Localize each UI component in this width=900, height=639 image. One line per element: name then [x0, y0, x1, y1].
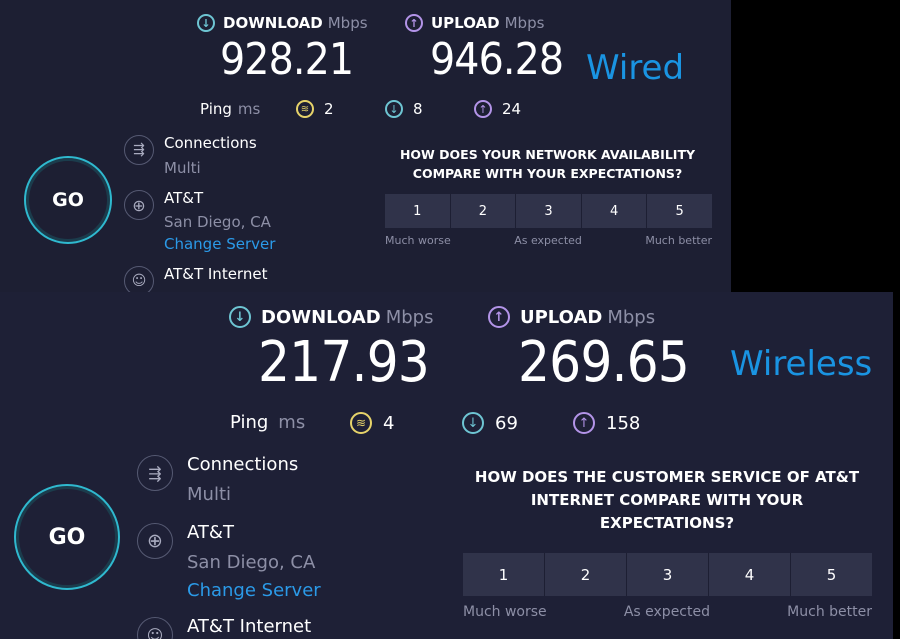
ping-download-icon: ↓ [462, 412, 484, 434]
scale-low-label: Much worse [463, 604, 547, 620]
ping-download-value: 69 [495, 412, 518, 434]
ping-jitter-value: 2 [324, 100, 334, 118]
rating-option-3[interactable]: 3 [516, 194, 582, 228]
wireless-result-panel: ↓ DOWNLOAD Mbps 217.93 ↑ UPLOAD Mbps 269… [0, 292, 893, 639]
upload-unit: Mbps [607, 306, 656, 328]
connection-type-tag: Wireless [730, 344, 873, 384]
connection-type-tag: Wired [586, 48, 685, 88]
scale-high-label: Much better [645, 234, 712, 247]
survey-scale: Much worse As expected Much better [385, 234, 712, 247]
ping-label: Ping [200, 100, 232, 118]
ping-upload-value: 24 [502, 100, 522, 118]
rating-option-1[interactable]: 1 [463, 553, 545, 596]
ping-jitter: ≋ 2 [296, 100, 334, 118]
rating-option-4[interactable]: 4 [581, 194, 648, 228]
download-unit: Mbps [327, 14, 368, 32]
server-provider: AT&T [187, 522, 234, 543]
survey-scale: Much worse As expected Much better [463, 604, 872, 620]
survey-rating-bar: 1 2 3 4 5 [463, 553, 872, 596]
rating-option-5[interactable]: 5 [647, 194, 712, 228]
ping-unit: ms [237, 100, 261, 118]
ping-jitter-value: 4 [383, 412, 395, 434]
rating-option-2[interactable]: 2 [450, 194, 517, 228]
scale-high-label: Much better [787, 604, 872, 620]
ping-upload: ↑ 24 [474, 100, 521, 118]
survey-question: HOW DOES YOUR NETWORK AVAILABILITY COMPA… [399, 147, 696, 181]
server-location: San Diego, CA [187, 552, 316, 573]
upload-header: ↑ UPLOAD Mbps [405, 14, 544, 32]
connections-icon: ⇶ [137, 455, 173, 491]
ping-row: Ping ms [200, 100, 260, 118]
ping-download: ↓ 69 [462, 412, 518, 434]
go-button[interactable]: GO [24, 156, 112, 244]
server-provider: AT&T [164, 189, 204, 207]
server-location: San Diego, CA [164, 213, 271, 231]
connections-value[interactable]: Multi [187, 484, 231, 505]
download-label: DOWNLOAD [223, 14, 323, 32]
upload-label: UPLOAD [520, 306, 603, 328]
ping-label: Ping [230, 412, 269, 433]
upload-speed-value: 946.28 [430, 34, 564, 85]
download-arrow-icon: ↓ [229, 306, 251, 328]
survey-rating-bar: 1 2 3 4 5 [385, 194, 712, 228]
ping-upload-icon: ↑ [573, 412, 595, 434]
download-header: ↓ DOWNLOAD Mbps [229, 306, 433, 328]
rating-option-4[interactable]: 4 [709, 553, 791, 596]
globe-icon: ⊕ [137, 523, 173, 559]
download-label: DOWNLOAD [261, 306, 381, 328]
upload-unit: Mbps [504, 14, 545, 32]
rating-option-3[interactable]: 3 [627, 553, 709, 596]
connections-icon: ⇶ [124, 135, 154, 165]
connections-value[interactable]: Multi [164, 159, 201, 177]
ping-upload-value: 158 [606, 412, 641, 434]
go-button[interactable]: GO [14, 484, 120, 590]
change-server-link[interactable]: Change Server [187, 580, 321, 601]
scale-mid-label: As expected [514, 234, 582, 247]
rating-option-5[interactable]: 5 [791, 553, 872, 596]
connections-label: Connections [187, 454, 299, 475]
scale-mid-label: As expected [623, 604, 710, 620]
download-unit: Mbps [385, 306, 434, 328]
ping-jitter: ≋ 4 [350, 412, 394, 434]
ping-row: Ping ms [230, 412, 305, 433]
isp-label: AT&T Internet [164, 265, 268, 283]
upload-header: ↑ UPLOAD Mbps [488, 306, 655, 328]
ping-upload: ↑ 158 [573, 412, 640, 434]
wired-result-panel: ↓ DOWNLOAD Mbps 928.21 ↑ UPLOAD Mbps 946… [0, 0, 731, 300]
ping-unit: ms [278, 412, 306, 433]
upload-speed-value: 269.65 [518, 330, 690, 395]
upload-arrow-icon: ↑ [488, 306, 510, 328]
isp-label: AT&T Internet [187, 616, 312, 637]
change-server-link[interactable]: Change Server [164, 235, 276, 253]
jitter-icon: ≋ [296, 100, 314, 118]
globe-icon: ⊕ [124, 190, 154, 220]
ping-upload-icon: ↑ [474, 100, 492, 118]
download-speed-value: 928.21 [220, 34, 354, 85]
ping-download-value: 8 [413, 100, 423, 118]
ping-download-icon: ↓ [385, 100, 403, 118]
connections-label: Connections [164, 134, 257, 152]
rating-option-1[interactable]: 1 [385, 194, 451, 228]
user-icon: ☺ [137, 617, 173, 639]
survey-question: HOW DOES THE CUSTOMER SERVICE OF AT&T IN… [474, 468, 860, 532]
download-arrow-icon: ↓ [197, 14, 215, 32]
rating-option-2[interactable]: 2 [545, 553, 627, 596]
upload-label: UPLOAD [431, 14, 500, 32]
scale-low-label: Much worse [385, 234, 451, 247]
jitter-icon: ≋ [350, 412, 372, 434]
download-header: ↓ DOWNLOAD Mbps [197, 14, 368, 32]
upload-arrow-icon: ↑ [405, 14, 423, 32]
download-speed-value: 217.93 [258, 330, 430, 395]
ping-download: ↓ 8 [385, 100, 423, 118]
